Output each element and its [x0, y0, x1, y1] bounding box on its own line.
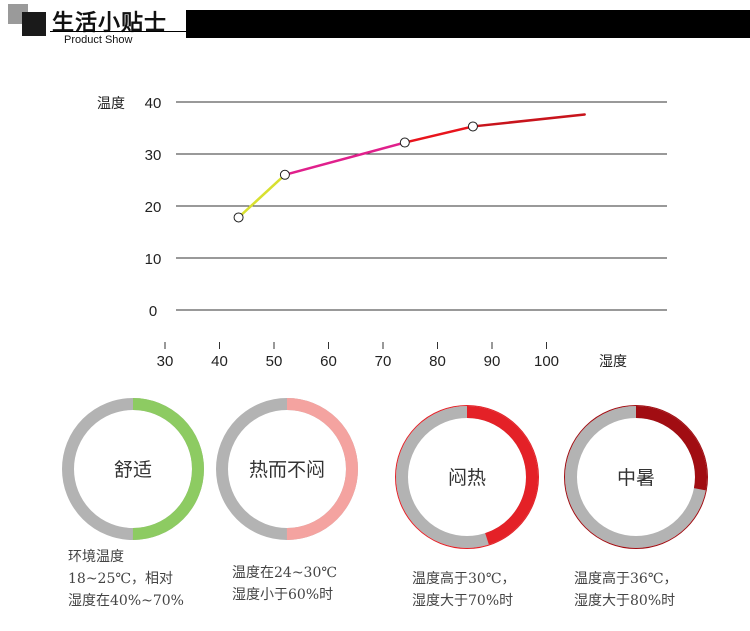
- y-tick-label: 40: [145, 95, 162, 112]
- series-segment-3: [471, 113, 586, 128]
- note-line: 环境温度: [68, 549, 124, 565]
- ring-outline: [564, 405, 708, 549]
- ring-4: 中暑: [564, 405, 708, 549]
- ring-label: 舒适: [114, 459, 152, 481]
- ring-outline: [395, 405, 539, 549]
- data-point-0: [233, 212, 244, 223]
- series-segment-1: [283, 141, 407, 177]
- x-tick-label: 90: [484, 353, 501, 370]
- x-axis-label: 湿度: [599, 354, 627, 370]
- title-underline: [50, 31, 186, 32]
- page-title: 生活小贴士: [52, 11, 168, 36]
- y-tick-label: 10: [145, 251, 162, 268]
- note-line: 湿度小于60%时: [232, 587, 334, 603]
- x-tick-label: 30: [157, 353, 174, 370]
- y-tick-label: 30: [145, 147, 162, 164]
- ring-1: 舒适: [62, 398, 204, 540]
- ring-label: 闷热: [448, 467, 486, 489]
- ring-label: 热而不闷: [249, 459, 325, 481]
- note-line: 温度高于36℃，: [574, 571, 678, 587]
- ring-fill: [62, 398, 204, 540]
- ring-fill: [565, 406, 707, 548]
- ring-3: 闷热: [395, 405, 539, 549]
- ring-fill: [396, 406, 538, 548]
- logo-square-black: [22, 12, 46, 36]
- header-bar: [186, 10, 750, 38]
- note-line: 温度高于30℃，: [412, 571, 516, 587]
- x-tick-label: 100: [534, 353, 559, 370]
- ring-note-4: 温度高于36℃， 湿度大于80%时: [574, 568, 677, 612]
- ring-note-1: 环境温度 18~25℃，相对 湿度在40%~70%: [68, 546, 184, 612]
- y-tick-label: 20: [145, 199, 162, 216]
- note-line: 湿度大于70%时: [412, 593, 514, 609]
- x-tick-label: 40: [211, 353, 228, 370]
- data-point-2: [399, 137, 410, 148]
- x-tick-label: 70: [375, 353, 392, 370]
- ring-label: 中暑: [617, 467, 655, 489]
- x-tick-label: 80: [429, 353, 446, 370]
- note-line: 湿度大于80%时: [574, 593, 676, 609]
- ring-fill: [216, 398, 358, 540]
- ring-2: 热而不闷: [216, 398, 358, 540]
- x-tick-label: 60: [320, 353, 337, 370]
- x-tick-label: 50: [266, 353, 283, 370]
- series-segment-2: [403, 125, 475, 144]
- y-tick-label: 0: [149, 303, 157, 320]
- data-point-3: [467, 121, 478, 132]
- note-line: 18~25℃，相对: [68, 571, 174, 587]
- note-line: 温度在24~30℃: [232, 565, 338, 581]
- ring-note-2: 温度在24~30℃ 湿度小于60%时: [232, 562, 337, 606]
- note-line: 湿度在40%~70%: [68, 593, 184, 609]
- page-header: 生活小贴士 Product Show: [0, 0, 750, 50]
- y-axis-label: 温度: [97, 96, 125, 112]
- series-segment-0: [237, 173, 287, 219]
- ring-note-3: 温度高于30℃， 湿度大于70%时: [412, 568, 515, 612]
- data-point-1: [279, 169, 290, 180]
- page-subtitle: Product Show: [64, 34, 133, 46]
